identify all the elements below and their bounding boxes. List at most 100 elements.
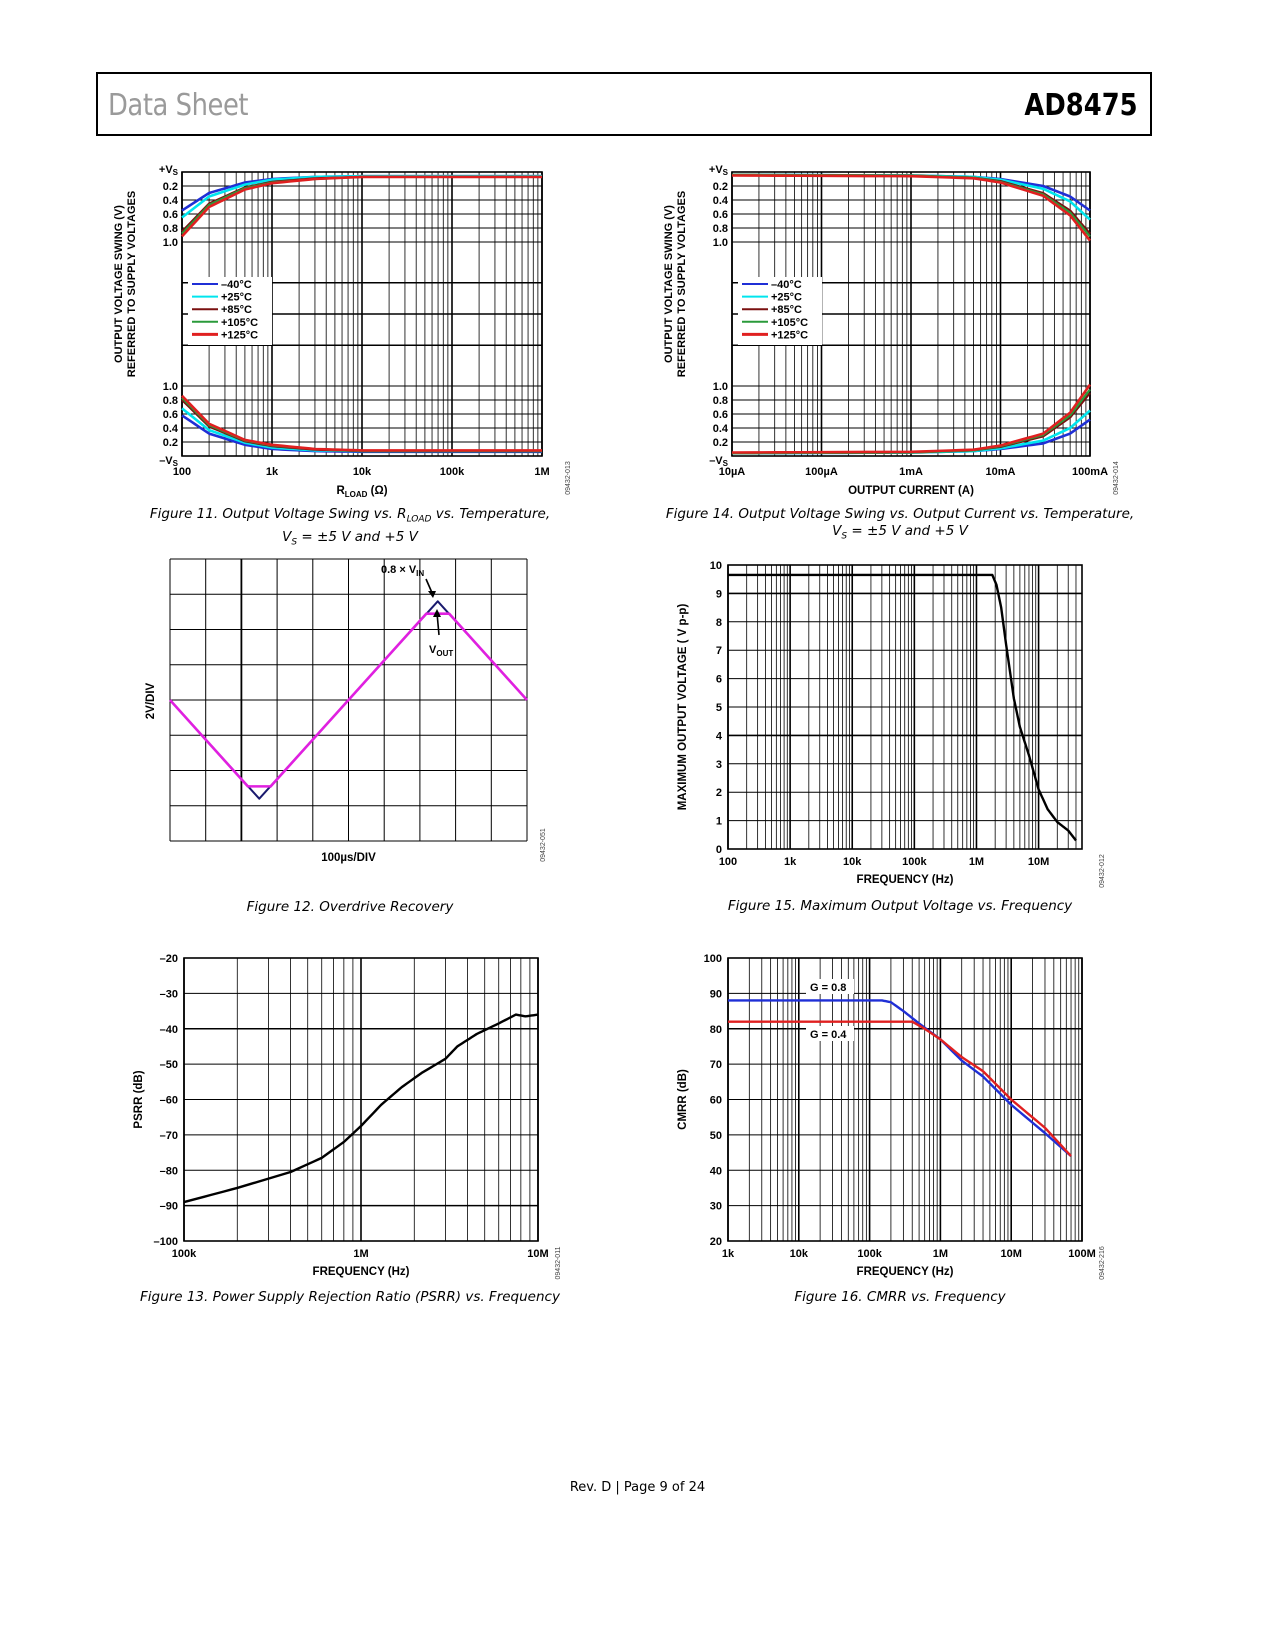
fig14-ytick-label: +VS: [709, 164, 729, 177]
caption-fig11-text: Figure 11. Output Voltage Swing vs. R: [149, 506, 407, 522]
fig14-ytick-label: 1.0: [713, 381, 728, 393]
fig14-legend-label: –40°C: [771, 279, 802, 291]
fig15-ytick-label: 0: [716, 844, 722, 856]
fig16-label-bg: [806, 1026, 854, 1041]
fig13-xtick-label: 1M: [353, 1248, 368, 1260]
fig16-xtick-label: 1k: [722, 1248, 735, 1260]
fig11-ytick-label: 0.6: [163, 209, 178, 221]
fig12-series: [169, 612, 528, 788]
fig14-xtick-label: 100mA: [1072, 466, 1108, 478]
fig14-legend-label: +125°C: [771, 329, 808, 341]
fig13-ytick-label: –40: [160, 1024, 178, 1036]
fig16-ytick-label: 30: [710, 1201, 722, 1213]
fig11-xtick-label: 100k: [440, 466, 465, 478]
fig11-ytick-label: 1.0: [163, 237, 178, 249]
caption-fig14: Figure 14. Output Voltage Swing vs. Outp…: [660, 506, 1140, 546]
fig16-xaxis-label: FREQUENCY (Hz): [857, 1266, 954, 1278]
fig11-legend-label: +25°C: [221, 292, 252, 304]
fig14-xtick-label: 10µA: [719, 466, 746, 478]
fig16-ytick-label: 20: [710, 1236, 722, 1248]
fig14-xaxis-label: OUTPUT CURRENT (A): [848, 485, 974, 497]
caption-fig14-l2-sub: S: [841, 531, 848, 542]
fig16-series: [728, 1020, 1072, 1157]
fig14-plot-frame: [731, 171, 1091, 457]
fig12-arrowhead-vout: [433, 609, 441, 617]
fig11-legend-label: +85°C: [221, 304, 252, 316]
caption-fig11-text-b: vs. Temperature,: [431, 506, 551, 522]
fig12-annotation-vin: 0.8 × VIN: [381, 564, 424, 578]
fig16-ytick-label: 50: [710, 1130, 722, 1142]
fig14-ytick-label: 0.2: [713, 181, 728, 193]
fig11-ytick-label: 1.0: [163, 381, 178, 393]
fig14-ytick-label: 0.4: [713, 195, 729, 207]
fig12-annotation-vout: VOUT: [429, 644, 453, 658]
fig14-ytick-label: 0.8: [713, 223, 728, 235]
fig13-xtick-label: 10M: [527, 1248, 548, 1260]
caption-fig13: Figure 13. Power Supply Rejection Ratio …: [110, 1289, 590, 1306]
fig15-ytick-label: 1: [716, 816, 722, 828]
fig11-plot-frame: [181, 171, 543, 457]
fig11-ytick-label: 0.4: [163, 423, 179, 435]
fig16-ytick-label: 40: [710, 1165, 722, 1177]
caption-fig16-text: Figure 16. CMRR vs. Frequency: [794, 1289, 1006, 1305]
fig14-legend-label: +85°C: [771, 304, 802, 316]
fig11-yaxis-label: REFERRED TO SUPPLY VOLTAGES: [126, 191, 138, 377]
caption-fig12-text: Figure 12. Overdrive Recovery: [246, 899, 454, 915]
fig11-ytick-label: +VS: [159, 164, 179, 177]
chart-fig15: 0 1 2 3 4 5 6 7 8 9 10 100 1k 10k 100k 1M 10M FREQUENCY (…: [677, 560, 1106, 888]
fig15-ytick-label: 4: [716, 730, 723, 742]
fig16-yaxis-label: CMRR (dB): [677, 1069, 689, 1130]
caption-fig12: Figure 12. Overdrive Recovery: [110, 899, 590, 916]
fig16-xtick-label: 100M: [1068, 1248, 1096, 1260]
fig16-xtick-label: 100k: [857, 1248, 882, 1260]
header-title-left: Data Sheet: [108, 88, 249, 123]
fig12-figure-code: 09432-051: [540, 828, 547, 862]
fig11-figure-code: 09432-013: [565, 461, 572, 495]
fig16-ytick-label: 80: [710, 1024, 722, 1036]
fig14-xtick-label: 100µA: [805, 466, 838, 478]
fig14-ytick-label: 0.6: [713, 409, 728, 421]
fig16-figure-code: 09432-216: [1099, 1246, 1106, 1280]
fig11-yaxis-label: OUTPUT VOLTAGE SWING (V): [113, 205, 125, 363]
fig14-ytick-label: 0.2: [713, 437, 728, 449]
caption-fig14-l2b: = ±5 V and +5 V: [847, 523, 968, 539]
fig15-xtick-label: 1M: [969, 856, 984, 868]
fig15-xtick-label: 10M: [1028, 856, 1049, 868]
fig14-series-low: [731, 383, 1092, 454]
fig15-ytick-label: 8: [716, 617, 722, 629]
fig15-xtick-label: 1k: [784, 856, 797, 868]
fig16-series-label: G = 0.8: [810, 982, 846, 994]
fig15-xtick-label: 100k: [902, 856, 927, 868]
fig11-ytick-label: 0.8: [163, 395, 178, 407]
fig14-yaxis-label: REFERRED TO SUPPLY VOLTAGES: [676, 191, 688, 377]
fig11-legend-label: +125°C: [221, 329, 258, 341]
fig14-xtick-label: 1mA: [899, 466, 923, 478]
fig11-xaxis-label: RLOAD (Ω): [336, 485, 387, 499]
fig11-legend-label: –40°C: [221, 279, 252, 291]
fig14-series-high: [731, 174, 1092, 242]
fig14-figure-code: 09432-014: [1113, 461, 1120, 495]
caption-fig16: Figure 16. CMRR vs. Frequency: [660, 1289, 1140, 1306]
fig13-ytick-label: –30: [160, 988, 178, 1000]
fig16-series-label: G = 0.4: [810, 1029, 847, 1041]
fig11-series-low: [181, 394, 542, 452]
fig13-ytick-label: –90: [160, 1201, 178, 1213]
fig14-legend-label: +105°C: [771, 317, 808, 329]
chart-fig16: 20 30 40 50 60 70 80 90 100 1k 10k 100k 1M 10M 100M FRE…: [677, 953, 1106, 1280]
chart-fig14: +VS 0.2 0.4 0.6 0.8 1.0 1.0 0.8 0.6 0.4 0.2 –VS10µA…: [663, 164, 1120, 497]
caption-fig11-l2b: = ±5 V and +5 V: [297, 528, 418, 545]
fig13-xtick-label: 100k: [172, 1248, 197, 1260]
fig16-xtick-label: 10M: [1000, 1248, 1021, 1260]
fig13-yaxis-label: PSRR (dB): [133, 1070, 145, 1128]
fig13-ytick-label: –100: [154, 1236, 178, 1248]
caption-fig11-sub: LOAD: [406, 514, 432, 525]
fig14-xtick-label: 10mA: [986, 466, 1016, 478]
fig11-series-high: [181, 175, 542, 238]
fig14-ytick-label: 0.8: [713, 395, 728, 407]
fig14-ytick-label: –VS: [709, 455, 728, 468]
fig11-xtick-label: 1k: [266, 466, 279, 478]
fig13-ytick-label: –80: [160, 1165, 178, 1177]
fig11-ytick-label: 0.2: [163, 437, 178, 449]
